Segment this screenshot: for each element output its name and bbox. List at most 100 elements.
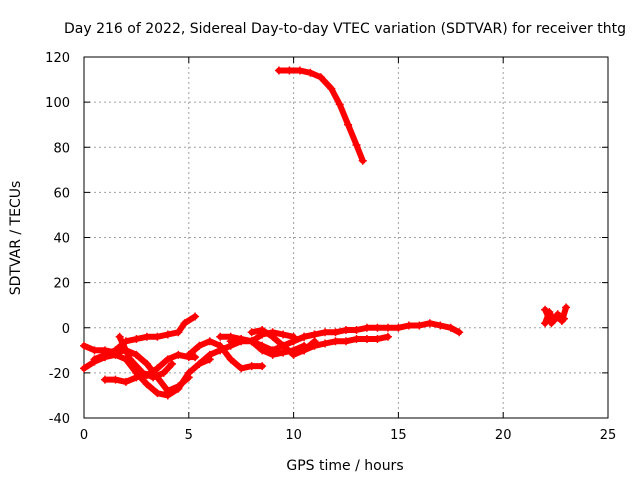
data-point-marker xyxy=(138,368,147,377)
data-point-marker xyxy=(216,346,225,355)
grid xyxy=(84,57,608,418)
series-line xyxy=(542,306,567,327)
data-point-marker xyxy=(279,330,288,339)
data-point-marker xyxy=(174,384,183,393)
data-point-marker xyxy=(321,339,330,348)
data-point-marker xyxy=(205,337,214,346)
data-point-marker xyxy=(321,328,330,337)
data-point-marker xyxy=(279,348,288,357)
data-point-marker xyxy=(300,332,309,341)
data-point-marker xyxy=(331,328,340,337)
data-point-marker xyxy=(289,337,298,346)
data-point-marker xyxy=(383,323,392,332)
data-point-marker xyxy=(285,66,294,75)
data-point-marker xyxy=(436,321,445,330)
data-point-marker xyxy=(373,335,382,344)
data-point-marker xyxy=(316,73,325,82)
data-point-marker xyxy=(191,312,200,321)
data-point-marker xyxy=(195,341,204,350)
data-point-marker xyxy=(153,389,162,398)
y-tick-label: 0 xyxy=(62,322,70,337)
data-point-marker xyxy=(295,66,304,75)
data-point-marker xyxy=(195,359,204,368)
y-tick-label: -40 xyxy=(49,412,70,427)
data-point-marker xyxy=(159,368,168,377)
series-arc-15 xyxy=(541,305,568,328)
x-tick-label: 10 xyxy=(285,428,302,443)
data-point-marker xyxy=(100,375,109,384)
series-line xyxy=(116,333,175,381)
data-point-marker xyxy=(358,156,367,165)
data-point-marker xyxy=(180,319,189,328)
data-point-marker xyxy=(100,350,109,359)
data-point-marker xyxy=(559,314,568,323)
data-point-marker xyxy=(80,364,88,373)
data-point-marker xyxy=(153,332,162,341)
data-point-marker xyxy=(362,323,371,332)
x-tick-label: 15 xyxy=(390,428,407,443)
data-point-marker xyxy=(174,350,183,359)
y-tick-label: 100 xyxy=(45,96,70,111)
data-point-marker xyxy=(335,100,344,109)
data-point-marker xyxy=(90,346,99,355)
data-point-marker xyxy=(344,120,353,129)
data-point-marker xyxy=(226,337,235,346)
data-point-marker xyxy=(268,350,277,359)
x-tick-label: 5 xyxy=(185,428,193,443)
data-point-marker xyxy=(142,359,151,368)
data-point-marker xyxy=(121,377,130,386)
data-point-marker xyxy=(247,337,256,346)
data-point-marker xyxy=(163,391,172,400)
data-point-marker xyxy=(394,323,403,332)
data-point-marker xyxy=(306,68,315,77)
series-arc-5 xyxy=(115,332,177,382)
data-point-marker xyxy=(237,335,246,344)
data-point-marker xyxy=(132,350,141,359)
data-point-marker xyxy=(142,380,151,389)
data-point-marker xyxy=(342,326,350,335)
data-point-marker xyxy=(163,330,172,339)
y-axis-label: SDTVAR / TECUs xyxy=(8,181,24,296)
data-point-marker xyxy=(205,350,214,359)
data-point-marker xyxy=(80,341,88,350)
y-tick-label: 20 xyxy=(53,277,70,292)
data-point-marker xyxy=(425,319,434,328)
data-point-marker xyxy=(115,332,124,341)
y-axis: -40 -20 0 20 40 60 80 100 120 xyxy=(45,51,608,427)
data-point-marker xyxy=(268,332,277,341)
data-point-marker xyxy=(111,346,120,355)
series-arc-13 xyxy=(274,66,367,165)
x-tick-label: 25 xyxy=(600,428,617,443)
data-series xyxy=(80,66,571,400)
data-point-marker xyxy=(226,355,235,364)
y-tick-label: 40 xyxy=(53,232,70,247)
series-arc-4 xyxy=(90,312,200,364)
y-tick-label: 60 xyxy=(53,186,70,201)
data-point-marker xyxy=(111,375,120,384)
data-point-marker xyxy=(342,337,350,346)
data-point-marker xyxy=(310,330,319,339)
data-point-marker xyxy=(327,84,336,93)
series-line xyxy=(275,67,366,164)
data-point-marker xyxy=(142,332,151,341)
chart-title: Day 216 of 2022, Sidereal Day-to-day VTE… xyxy=(64,21,626,37)
series-arc-3 xyxy=(100,350,200,386)
data-point-marker xyxy=(310,341,319,350)
data-point-marker xyxy=(352,140,361,149)
data-point-marker xyxy=(415,321,424,330)
y-tick-label: -20 xyxy=(49,367,70,382)
data-point-marker xyxy=(553,310,562,319)
data-point-marker xyxy=(373,323,382,332)
data-point-marker xyxy=(149,373,158,382)
series-arc-11 xyxy=(289,319,464,346)
data-point-marker xyxy=(132,335,141,344)
data-point-marker xyxy=(289,350,298,359)
data-point-marker xyxy=(455,328,464,337)
data-point-marker xyxy=(274,66,283,75)
data-point-marker xyxy=(562,303,571,312)
data-point-marker xyxy=(547,319,556,328)
data-point-marker xyxy=(446,323,455,332)
x-axis-label: GPS time / hours xyxy=(286,458,403,474)
series-arc-12 xyxy=(300,332,392,355)
